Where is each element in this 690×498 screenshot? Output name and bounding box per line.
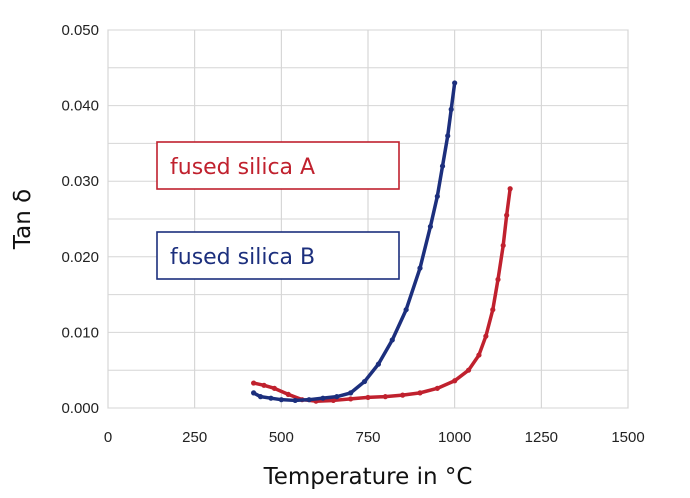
legend-item-fused-silica-b: fused silica B — [156, 231, 400, 280]
legend: fused silica A fused silica B — [156, 141, 400, 280]
series-line — [251, 187, 512, 403]
legend-box-b — [156, 231, 400, 280]
data-point — [382, 394, 388, 400]
data-point — [306, 397, 312, 403]
data-point — [495, 276, 501, 283]
data-point — [375, 361, 381, 367]
data-point — [261, 382, 267, 388]
y-tick-label: 0.040 — [61, 98, 99, 115]
data-point — [434, 385, 440, 391]
y-tick-label: 0.030 — [61, 173, 99, 190]
data-point — [452, 378, 458, 384]
x-tick-label: 1000 — [438, 429, 471, 446]
legend-item-fused-silica-a: fused silica A — [156, 141, 400, 190]
legend-label-b: fused silica B — [170, 245, 315, 270]
x-tick-label: 250 — [182, 429, 207, 446]
data-point — [403, 307, 409, 313]
x-tick-label: 1250 — [525, 429, 558, 446]
data-point — [500, 242, 506, 249]
y-tick-label: 0.020 — [61, 249, 99, 266]
data-point — [476, 352, 482, 358]
y-axis-title: Tan δ — [10, 189, 36, 250]
data-point — [268, 395, 274, 401]
data-point — [507, 186, 513, 192]
data-point — [278, 397, 284, 403]
data-point — [434, 193, 440, 199]
data-point — [417, 265, 423, 271]
data-point — [292, 397, 298, 404]
series-fused-silica-a — [251, 186, 513, 404]
x-axis-title: Temperature in °C — [263, 464, 473, 490]
data-point — [465, 367, 472, 373]
x-tick-labels: 0 250 500 750 1000 1250 1500 — [104, 429, 645, 446]
data-point — [271, 385, 277, 391]
data-point — [251, 390, 257, 396]
data-point — [348, 396, 354, 402]
data-point — [389, 337, 395, 343]
y-tick-label: 0.050 — [61, 22, 99, 39]
data-point — [285, 391, 291, 397]
data-point — [251, 380, 257, 386]
legend-box-a — [156, 141, 400, 190]
data-point — [427, 223, 433, 230]
data-point — [445, 133, 451, 139]
x-tick-label: 0 — [104, 429, 112, 446]
legend-label-a: fused silica A — [170, 155, 315, 180]
series-fused-silica-b — [251, 80, 458, 404]
data-point — [348, 390, 354, 396]
data-point — [483, 333, 489, 339]
x-tick-label: 500 — [269, 429, 294, 446]
data-point — [361, 378, 368, 385]
data-point — [448, 106, 454, 112]
data-point — [490, 307, 496, 313]
y-tick-label: 0.000 — [61, 400, 99, 417]
data-point — [504, 212, 510, 218]
y-tick-labels: 0.000 0.010 0.020 0.030 0.040 0.050 — [61, 22, 99, 417]
data-point — [365, 394, 371, 401]
data-point — [400, 392, 406, 398]
data-point — [439, 163, 446, 169]
series-layer — [251, 80, 513, 404]
data-point — [417, 390, 423, 396]
data-point — [257, 394, 264, 400]
data-point — [320, 395, 326, 401]
x-tick-label: 750 — [355, 429, 380, 446]
data-point — [334, 394, 340, 400]
data-point — [452, 80, 458, 86]
y-tick-label: 0.010 — [61, 324, 99, 341]
data-point — [330, 397, 336, 404]
x-tick-label: 1500 — [611, 429, 644, 446]
